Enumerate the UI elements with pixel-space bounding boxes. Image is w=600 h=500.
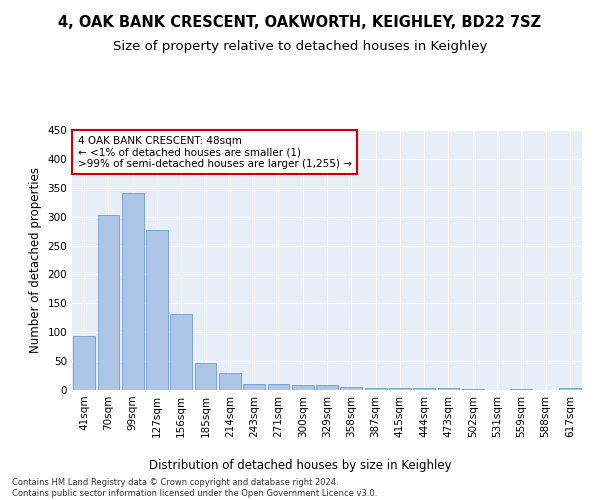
- Bar: [413, 388, 435, 390]
- Y-axis label: Number of detached properties: Number of detached properties: [29, 167, 42, 353]
- Bar: [243, 384, 265, 390]
- Bar: [292, 386, 314, 390]
- Bar: [340, 387, 362, 390]
- Text: Contains HM Land Registry data © Crown copyright and database right 2024.
Contai: Contains HM Land Registry data © Crown c…: [12, 478, 377, 498]
- Bar: [73, 336, 95, 390]
- Bar: [122, 193, 143, 390]
- Bar: [97, 215, 119, 390]
- Bar: [219, 372, 241, 390]
- Bar: [437, 388, 460, 390]
- Bar: [170, 314, 192, 390]
- Text: Distribution of detached houses by size in Keighley: Distribution of detached houses by size …: [149, 460, 451, 472]
- Bar: [559, 388, 581, 390]
- Text: 4 OAK BANK CRESCENT: 48sqm
← <1% of detached houses are smaller (1)
>99% of semi: 4 OAK BANK CRESCENT: 48sqm ← <1% of deta…: [77, 136, 352, 169]
- Bar: [316, 386, 338, 390]
- Text: 4, OAK BANK CRESCENT, OAKWORTH, KEIGHLEY, BD22 7SZ: 4, OAK BANK CRESCENT, OAKWORTH, KEIGHLEY…: [58, 15, 542, 30]
- Bar: [389, 388, 411, 390]
- Bar: [146, 230, 168, 390]
- Bar: [511, 389, 532, 390]
- Text: Size of property relative to detached houses in Keighley: Size of property relative to detached ho…: [113, 40, 487, 53]
- Bar: [194, 364, 217, 390]
- Bar: [365, 388, 386, 390]
- Bar: [268, 384, 289, 390]
